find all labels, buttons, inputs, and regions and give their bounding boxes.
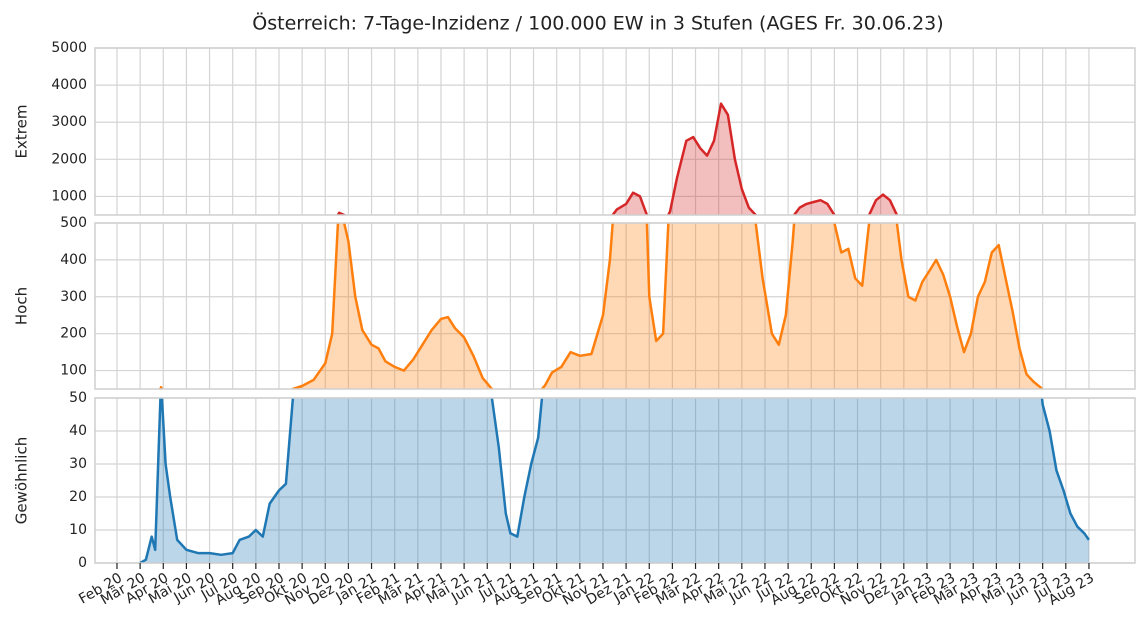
y-axis-label: Hoch: [13, 287, 31, 325]
y-tick-label: 30: [69, 456, 87, 472]
y-tick-label: 300: [60, 289, 87, 305]
y-tick-label: 5000: [51, 40, 87, 56]
area: [140, 398, 1089, 563]
y-tick-label: 2000: [51, 151, 87, 167]
y-tick-label: 400: [60, 252, 87, 268]
y-axis-label: Gewöhnlich: [13, 437, 31, 524]
line: [336, 102, 899, 215]
y-tick-label: 10: [69, 522, 87, 538]
y-tick-label: 3000: [51, 114, 87, 130]
y-tick-label: 100: [60, 363, 87, 379]
x-tick-label: Aug 23: [1046, 570, 1097, 609]
y-tick-label: 4000: [51, 77, 87, 93]
y-tick-label: 0: [78, 555, 87, 571]
chart-title: Österreich: 7-Tage-Inzidenz / 100.000 EW…: [252, 12, 943, 35]
area: [140, 223, 1089, 389]
y-tick-label: 500: [60, 215, 87, 231]
panel-frame: [94, 222, 1136, 390]
y-tick-label: 40: [69, 423, 87, 439]
y-tick-label: 1000: [51, 188, 87, 204]
panel-frame: [94, 397, 1136, 564]
y-tick-label: 50: [69, 390, 87, 406]
y-axis-label: Extrem: [13, 105, 31, 159]
panel-frame: [94, 47, 1136, 216]
y-tick-label: 200: [60, 326, 87, 342]
line: [159, 223, 1045, 389]
y-tick-label: 20: [69, 489, 87, 505]
